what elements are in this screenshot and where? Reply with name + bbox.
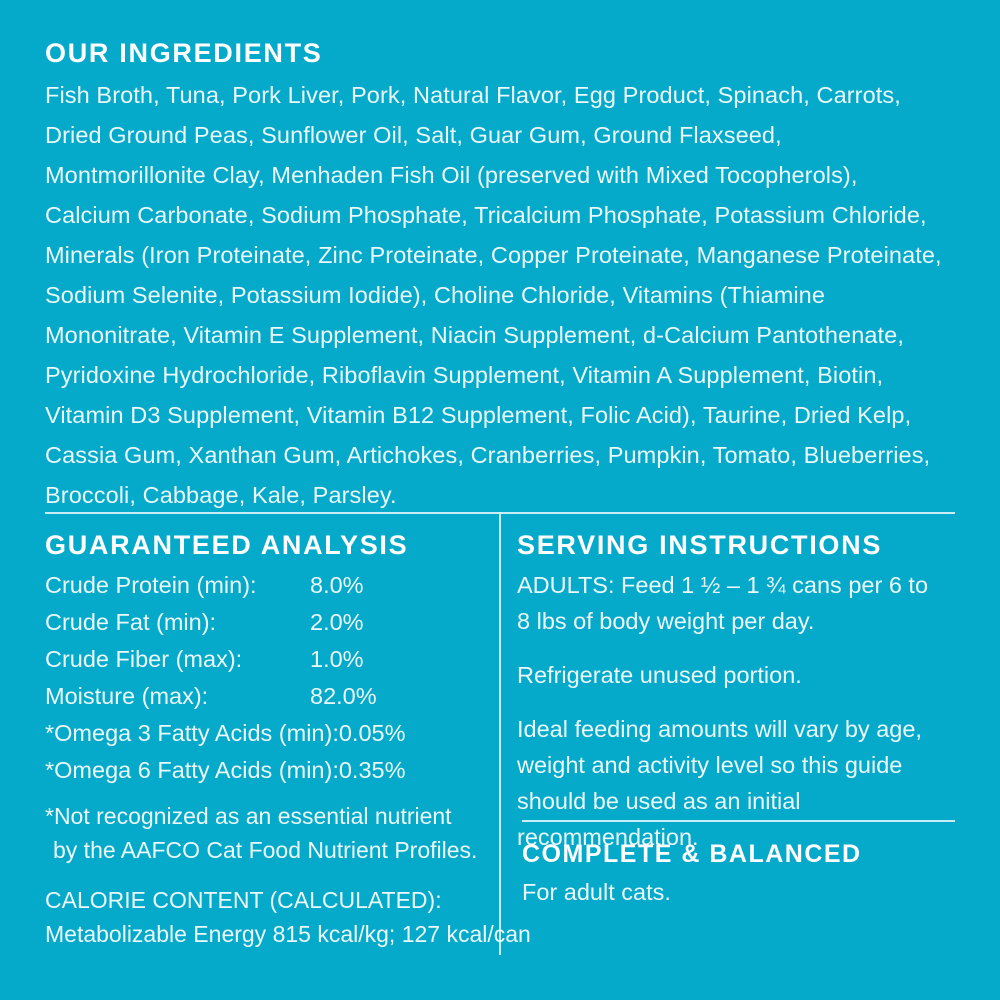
analysis-label: Crude Fiber (max): <box>45 646 243 673</box>
ingredients-section: OUR INGREDIENTS Fish Broth, Tuna, Pork L… <box>45 38 955 515</box>
serving-paragraph-guidance: Ideal feeding amounts will vary by age, … <box>517 716 922 851</box>
analysis-label: *Omega 6 Fatty Acids (min): <box>45 757 339 784</box>
table-row: Moisture (max): 82.0% <box>45 678 485 715</box>
analysis-value: 82.0% <box>310 683 377 710</box>
vertical-divider-columns <box>499 512 501 955</box>
horizontal-divider-complete-balanced <box>522 820 955 822</box>
ingredients-text: Fish Broth, Tuna, Pork Liver, Pork, Natu… <box>45 82 942 509</box>
ingredients-heading: OUR INGREDIENTS <box>45 38 323 68</box>
guaranteed-analysis-heading: GUARANTEED ANALYSIS <box>45 530 409 560</box>
aafco-footnote: *Not recognized as an essential nutrient… <box>45 799 485 867</box>
lower-columns: GUARANTEED ANALYSIS Crude Protein (min):… <box>45 530 955 951</box>
calorie-content-block: CALORIE CONTENT (CALCULATED): Metaboliza… <box>45 883 531 951</box>
table-row: *Omega 6 Fatty Acids (min): 0.35% <box>45 752 485 789</box>
serving-instructions-heading: SERVING INSTRUCTIONS <box>517 530 883 560</box>
analysis-label: Moisture (max): <box>45 683 209 710</box>
table-row: Crude Protein (min): 8.0% <box>45 567 485 604</box>
calorie-content-heading: CALORIE CONTENT (CALCULATED): <box>45 887 442 914</box>
analysis-label: Crude Protein (min): <box>45 572 257 599</box>
analysis-value: 0.35% <box>338 757 406 784</box>
analysis-value: 8.0% <box>310 572 364 599</box>
table-row: Crude Fat (min): 2.0% <box>45 604 485 641</box>
complete-balanced-section: COMPLETE & BALANCED For adult cats. <box>522 840 962 909</box>
analysis-label: *Omega 3 Fatty Acids (min): <box>45 720 339 747</box>
guaranteed-analysis-section: GUARANTEED ANALYSIS Crude Protein (min):… <box>45 530 531 951</box>
analysis-value: 1.0% <box>310 646 364 673</box>
calorie-content-value: Metabolizable Energy 815 kcal/kg; 127 kc… <box>45 921 531 948</box>
serving-paragraph-refrigerate: Refrigerate unused portion. <box>517 662 802 689</box>
complete-balanced-heading: COMPLETE & BALANCED <box>522 840 862 868</box>
serving-instructions-section: SERVING INSTRUCTIONS ADULTS: Feed 1 ½ – … <box>485 530 955 855</box>
analysis-value: 0.05% <box>338 720 406 747</box>
analysis-table: Crude Protein (min): 8.0% Crude Fat (min… <box>45 567 485 789</box>
serving-instructions-body: ADULTS: Feed 1 ½ – 1 ¾ cans per 6 to 8 l… <box>517 567 955 855</box>
table-row: Crude Fiber (max): 1.0% <box>45 641 485 678</box>
serving-paragraph-adults: ADULTS: Feed 1 ½ – 1 ¾ cans per 6 to 8 l… <box>517 572 929 635</box>
footnote-line-2: by the AAFCO Cat Food Nutrient Profiles. <box>53 837 478 864</box>
table-row: *Omega 3 Fatty Acids (min): 0.05% <box>45 715 485 752</box>
footnote-line-1: *Not recognized as an essential nutrient <box>45 803 452 830</box>
complete-balanced-subtext: For adult cats. <box>522 878 671 905</box>
analysis-label: Crude Fat (min): <box>45 609 217 636</box>
analysis-value: 2.0% <box>310 609 364 636</box>
